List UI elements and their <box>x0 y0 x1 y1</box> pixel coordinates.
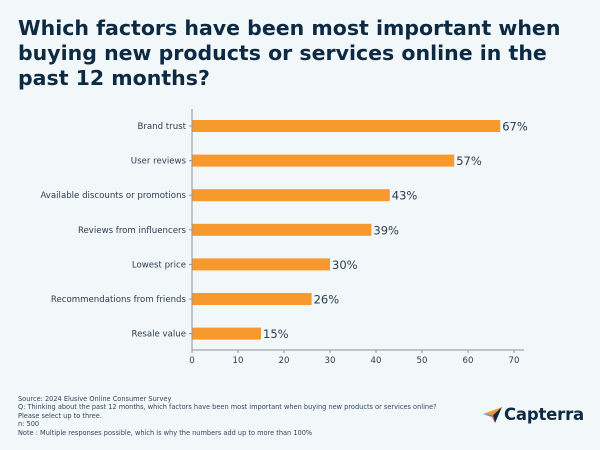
x-tick-label: 60 <box>463 356 474 366</box>
bar <box>192 258 330 271</box>
value-label: 39% <box>373 223 399 237</box>
bars-layer: Brand trust 67% User reviews 57% Available d… <box>40 120 527 342</box>
bar-group: User reviews 57% <box>131 154 482 168</box>
category-label: Recommendations from friends <box>51 295 187 305</box>
capterra-arrow-icon <box>483 406 502 423</box>
x-tick-label: 20 <box>279 356 290 366</box>
value-label: 26% <box>314 293 340 307</box>
value-label: 43% <box>392 189 418 203</box>
bar-group: Lowest price 30% <box>132 258 358 272</box>
responses-note: Note : Multiple responses possible, whic… <box>18 428 313 437</box>
bar-group: Recommendations from friends 26% <box>51 293 339 307</box>
x-tick-label: 10 <box>233 356 244 366</box>
chart-footer: Source: 2024 Elusive Online Consumer Sur… <box>18 395 458 437</box>
category-label: Reviews from influencers <box>78 226 187 236</box>
source-note: Source: 2024 Elusive Online Consumer Sur… <box>18 395 172 403</box>
sample-size: n: 500 <box>18 420 40 429</box>
x-tick-label: 40 <box>371 356 382 366</box>
category-label: Brand trust <box>137 122 186 132</box>
bar <box>192 327 261 340</box>
category-label: Available discounts or promotions <box>40 191 186 201</box>
bar <box>192 223 372 236</box>
bar <box>192 154 455 167</box>
category-label: Lowest price <box>132 260 186 270</box>
x-tick-label: 30 <box>325 356 336 366</box>
bar <box>192 293 312 305</box>
category-label: Resale value <box>132 330 187 340</box>
value-label: 67% <box>502 120 528 134</box>
capterra-logo: Capterra <box>483 405 584 424</box>
bar-group: Resale value 15% <box>132 327 289 341</box>
bar-chart: Brand trust 67% User reviews 57% Available d… <box>40 109 528 366</box>
chart-title: Which factors have been most important w… <box>18 16 561 90</box>
x-tick-label: 50 <box>417 356 428 366</box>
x-tick-label: 70 <box>509 356 520 366</box>
value-label: 57% <box>456 154 482 168</box>
bar <box>192 120 501 132</box>
category-label: User reviews <box>131 157 187 167</box>
bar <box>192 189 390 202</box>
bar-group: Brand trust 67% <box>137 120 527 134</box>
x-tick-label: 0 <box>189 356 194 366</box>
survey-question: Q: Thinking about the past 12 months, wh… <box>18 403 437 420</box>
bar-group: Available discounts or promotions 43% <box>40 189 417 203</box>
value-label: 30% <box>332 258 358 272</box>
x-axis-ticks: 0 10 20 30 40 50 60 70 <box>189 350 519 366</box>
bar-group: Reviews from influencers 39% <box>78 223 399 237</box>
brand-name: Capterra <box>504 405 584 424</box>
value-label: 15% <box>263 327 289 341</box>
